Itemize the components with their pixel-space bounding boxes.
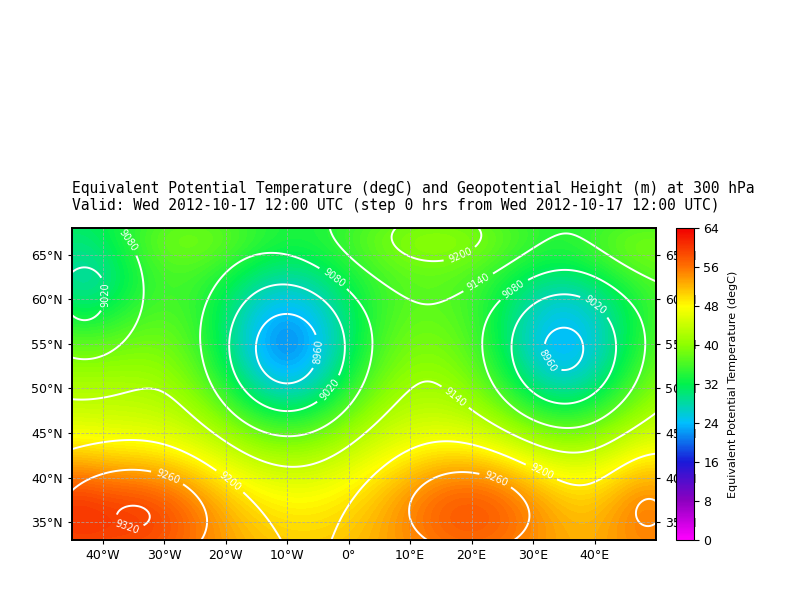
Text: 9080: 9080 — [117, 227, 139, 253]
Text: 9020: 9020 — [101, 282, 111, 307]
Text: 8960: 8960 — [537, 347, 558, 374]
Text: 9200: 9200 — [447, 247, 474, 265]
Text: Equivalent Potential Temperature (degC) and Geopotential Height (m) at 300 hPa
V: Equivalent Potential Temperature (degC) … — [72, 181, 754, 213]
Text: 9140: 9140 — [465, 272, 491, 293]
Text: 9020: 9020 — [318, 377, 342, 403]
Text: 9260: 9260 — [482, 470, 509, 488]
Text: 9080: 9080 — [321, 266, 346, 289]
Y-axis label: Equivalent Potential Temperature (degC): Equivalent Potential Temperature (degC) — [727, 271, 738, 497]
Text: 9020: 9020 — [582, 293, 608, 316]
Text: 9200: 9200 — [218, 469, 243, 493]
Text: 9080: 9080 — [501, 278, 526, 300]
Text: 9200: 9200 — [528, 462, 554, 482]
Text: 8960: 8960 — [312, 339, 324, 364]
Text: 9260: 9260 — [154, 467, 181, 485]
Text: 9320: 9320 — [114, 518, 140, 535]
Text: 9140: 9140 — [442, 386, 468, 409]
